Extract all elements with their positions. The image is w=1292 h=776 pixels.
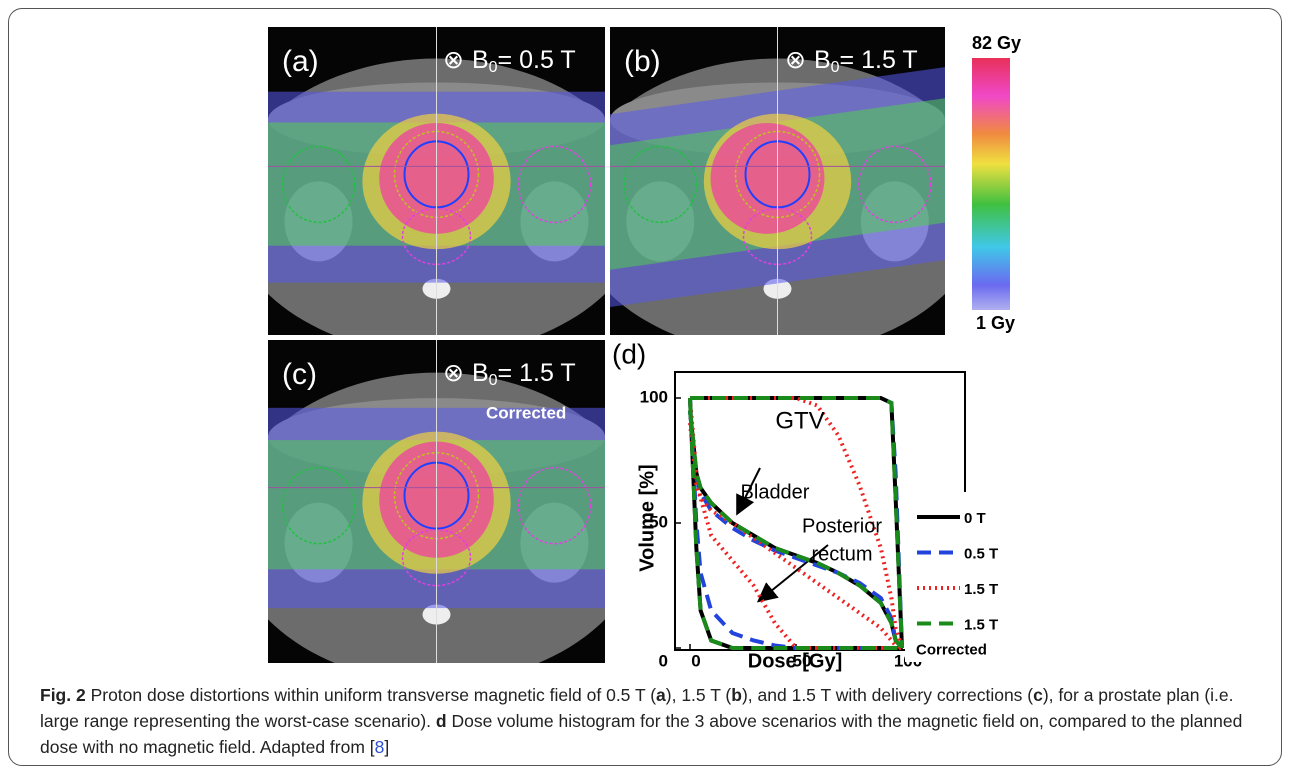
ct-panel [610,27,945,335]
field-sub: 0 [489,59,498,76]
contour [281,145,356,224]
caption-text[interactable]: 8 [374,737,385,757]
field-symbol: ⊗ [443,46,464,74]
panel-label: (c) [282,358,317,391]
field-b: B [814,46,831,74]
contour [517,145,592,224]
colorbar-max: 82 Gy [972,33,1021,53]
field-symbol: ⊗ [443,359,464,387]
annotation: GTV [775,407,824,434]
field-sub: 0 [831,59,840,76]
dvh-curve [688,410,904,650]
caption-text: a [656,685,666,705]
field-sub: 0 [489,372,498,389]
caption: Fig. 2 Proton dose distortions within un… [40,682,1262,760]
caption-text: ), for a prostate plan (i.e. large range… [40,685,1234,731]
x-tick-label: 0 [691,651,700,670]
y-tick-label: 50 [649,512,668,531]
annotation: rectum [811,543,872,565]
annotation: Bladder [741,481,810,503]
annotation: Posterior [802,515,882,537]
legend-label: 1.5 T [964,616,998,633]
legend-note: Corrected [916,641,987,658]
legend-bg [905,492,1025,662]
panel-note: Corrected [486,403,566,422]
legend-label: 0 T [964,510,986,527]
contour [858,145,932,224]
field-value: = 1.5 T [840,46,918,74]
caption-text: Fig. 2 [40,685,86,705]
legend-label: 0.5 T [964,545,998,562]
field-value: = 0.5 T [498,46,576,74]
x-axis-label: Dose [Gy] [748,650,842,672]
field-symbol: ⊗ [785,46,806,74]
field-value: = 1.5 T [498,359,576,387]
caption-text: ] [384,737,390,757]
figure-frame [8,8,1282,766]
panel-label: (b) [624,45,661,78]
panel-label: (a) [282,45,319,78]
dvh-curve [690,396,904,649]
field-label: ⊗ B0= 1.5 T [443,359,576,390]
caption-text: b [731,685,742,705]
arrow [736,467,761,516]
caption-text: Dose volume histogram for the 3 above sc… [40,711,1243,757]
field-b: B [472,46,489,74]
dose-magenta [710,122,825,234]
panel-label: (d) [612,338,646,369]
caption-text: ), 1.5 T ( [665,685,732,705]
caption-text: d [435,711,447,731]
contour [281,466,356,545]
ct-panel [268,27,605,335]
colorbar [972,58,1010,310]
caption-text: Proton dose distortions within uniform t… [85,685,657,705]
arrow [756,544,829,603]
y-axis-label: Volume [%] [636,464,658,571]
dvh-curve [690,396,904,649]
colorbar-min: 1 Gy [976,313,1015,333]
field-label: ⊗ B0= 0.5 T [443,46,576,77]
x-tick-label: 50 [793,651,812,670]
contour [623,145,697,224]
caption-text: c [1033,685,1043,705]
field-label: ⊗ B0= 1.5 T [785,46,918,77]
caption-text: ), and 1.5 T with delivery corrections ( [741,685,1034,705]
ct-panel [268,340,605,663]
dvh-curve [688,410,904,650]
legend-label: 1.5 T [964,581,998,598]
y-tick-label: 100 [640,387,668,406]
contour [517,466,592,545]
dvh-curve [688,397,902,650]
y-tick-label: 0 [659,651,668,670]
field-b: B [472,359,489,387]
